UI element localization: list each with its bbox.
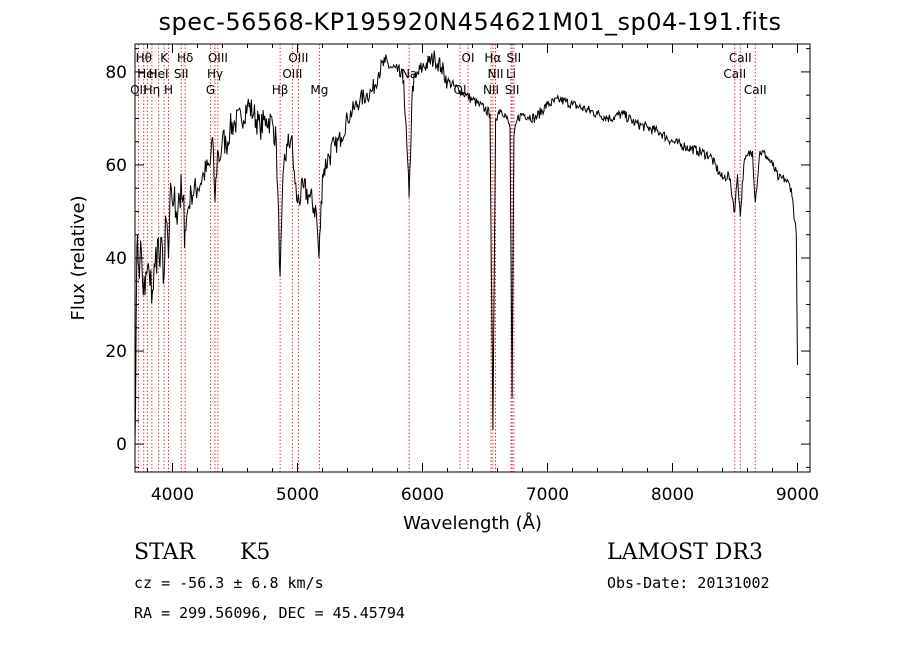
line-label: Mg <box>310 83 328 97</box>
redshift-cz: cz = -56.3 ± 6.8 km/s <box>134 574 324 592</box>
line-label: NII <box>487 67 503 81</box>
line-label: CaII <box>723 67 746 81</box>
y-tick-label: 0 <box>116 435 127 455</box>
coordinates: RA = 299.56096, DEC = 45.45794 <box>134 604 405 622</box>
line-label: Hδ <box>177 51 193 65</box>
x-tick-label: 6000 <box>401 485 444 505</box>
x-tick-label: 9000 <box>776 485 819 505</box>
line-label: SII <box>505 83 520 97</box>
line-label: OI <box>462 51 475 65</box>
flux-series <box>134 50 798 445</box>
line-label: OIII <box>208 51 228 65</box>
x-tick-label: 5000 <box>276 485 319 505</box>
line-label: Hα <box>484 51 501 65</box>
y-tick-label: 40 <box>105 249 127 269</box>
line-label: Li <box>506 67 516 81</box>
line-labels: OIIHθHeIHηHeIKHSIIHδGHγOIIIHβOIIIOIIIMgN… <box>130 51 767 97</box>
line-label: OIII <box>282 67 302 81</box>
x-tick-label: 8000 <box>651 485 694 505</box>
chart-title: spec-56568-KP195920N454621M01_sp04-191.f… <box>158 8 782 36</box>
line-label: OI <box>454 83 467 97</box>
object-subclass: K5 <box>240 540 271 565</box>
line-label: NII <box>483 83 499 97</box>
line-label: Na <box>401 67 417 81</box>
line-label: CaII <box>729 51 752 65</box>
axes: 4000 5000 6000 7000 8000 9000 0 20 40 60 80 Wavelen… <box>68 43 819 534</box>
line-label: SII <box>174 67 189 81</box>
line-label: G <box>206 83 215 97</box>
plot-frame <box>134 43 811 473</box>
line-label: OII <box>130 83 147 97</box>
line-label: Hγ <box>207 67 223 81</box>
observation-date: Obs-Date: 20131002 <box>607 574 770 592</box>
line-label: Hθ <box>136 51 152 65</box>
y-axis-label: Flux (relative) <box>68 195 89 320</box>
y-tick-label: 20 <box>105 342 127 362</box>
object-class: STAR <box>134 540 195 565</box>
flux-line <box>134 50 798 445</box>
line-label: H <box>164 83 173 97</box>
spectral-line-markers <box>137 44 756 472</box>
line-label: Hβ <box>272 83 289 97</box>
x-tick-label: 7000 <box>526 485 569 505</box>
line-label: K <box>160 51 169 65</box>
line-label: Hη <box>144 83 161 97</box>
y-tick-label: 80 <box>105 63 127 83</box>
line-label: HeI <box>137 67 157 81</box>
x-axis-label: Wavelength (Å) <box>403 512 542 534</box>
line-label: OIII <box>288 51 308 65</box>
survey-name: LAMOST DR3 <box>607 540 763 565</box>
line-label: SII <box>507 51 522 65</box>
line-label: CaII <box>744 83 767 97</box>
x-tick-label: 4000 <box>151 485 194 505</box>
line-label: HeI <box>149 67 169 81</box>
y-tick-label: 60 <box>105 156 127 176</box>
